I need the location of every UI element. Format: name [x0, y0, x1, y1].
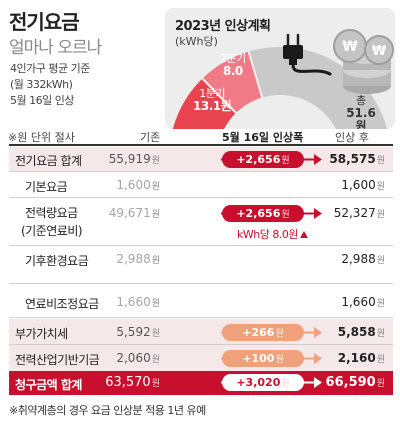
row-label: 전기요금 합계 — [15, 154, 82, 168]
q1-value: 13.1원 — [193, 99, 232, 113]
table-top-rule — [9, 144, 393, 146]
table-row: 전력산업기반기금 2,060원 +100원 2,160원 — [9, 345, 393, 371]
increase-badge: +2,656원 — [222, 151, 304, 168]
row-before-value: 1,600원 — [116, 178, 160, 192]
row-after-value: 2,988원 — [341, 252, 385, 266]
row-before-value: 55,919원 — [108, 152, 160, 166]
plan-unit: (kWh당) — [175, 35, 218, 48]
unit-note: ※원 단위 절사 — [8, 131, 75, 144]
total-increase-badge: +3,020원 — [222, 374, 304, 391]
total-segment-label: 총 51.6원 — [345, 94, 377, 129]
row-label: 기후환경요금 — [25, 254, 89, 268]
footnote: ※취약계층의 경우 요금 인상분 적용 1년 유예 — [9, 404, 206, 417]
row-before-value: 2,060원 — [116, 351, 160, 365]
table-row: 전력량요금 (기준연료비) 49,671원 +2,656원 kWh당 8.0원 … — [9, 198, 393, 246]
page-title: 전기요금 — [9, 10, 80, 34]
basis-line: (월 332kWh) — [10, 78, 73, 91]
q2-value: 8.0 — [222, 64, 243, 78]
q1-label: 1분기 — [199, 87, 225, 100]
table-row: 부가가치세 5,592원 +266원 5,858원 — [9, 319, 393, 345]
table-row: 연료비조정요금 1,660원 1,660원 — [9, 284, 393, 318]
total-value: 51.6원 — [346, 106, 376, 130]
row-after-value: 2,160원 — [337, 351, 385, 365]
increase-plan-panel: ₩ ₩ 2023년 인상계획 (kWh당) 1분기 13.1원 2분기 8.0 … — [165, 8, 395, 129]
total-row: 청구금액 합계 63,570원 +3,020원 66,590원 — [9, 371, 393, 395]
total-after-value: 66,590원 — [325, 375, 385, 390]
q2-segment-label: 2분기 8.0 — [220, 52, 246, 78]
row-after-value: 1,600원 — [341, 178, 385, 192]
row-label: 연료비조정요금 — [25, 297, 99, 311]
q1-segment-label: 1분기 13.1원 — [193, 87, 232, 113]
row-after-value: 5,858원 — [337, 325, 385, 339]
row-after-value: 58,575원 — [329, 152, 385, 166]
up-arrow-icon — [299, 231, 308, 238]
basis-line: 5월 16일 인상 — [10, 94, 74, 107]
donut-segment-remaining — [247, 45, 390, 129]
increase-badge: +266원 — [222, 324, 304, 341]
plan-donut-chart: ₩ ₩ — [170, 29, 394, 129]
row-after-value: 1,660원 — [341, 295, 385, 309]
col-header-increase: 5월 16일 인상폭 — [222, 131, 304, 144]
plan-title: 2023년 인상계획 — [175, 19, 271, 34]
table-row: 기후환경요금 2,988원 2,988원 — [9, 246, 393, 284]
rate-note: kWh당 8.0원 — [237, 226, 308, 242]
row-label: 전력량요금 — [25, 206, 78, 220]
table-row: 전기요금 합계 55,919원 +2,656원 58,575원 — [9, 147, 393, 172]
row-before-value: 2,988원 — [116, 252, 160, 266]
increase-badge: +100원 — [222, 350, 304, 367]
col-header-after: 인상 후 — [335, 131, 369, 144]
basis-note: 4인가구 평균 기준 (월 332kWh) 5월 16일 인상 — [10, 61, 90, 109]
page-subtitle: 얼마나 오르나 — [9, 38, 102, 58]
plug-icon — [283, 33, 332, 76]
svg-text:₩: ₩ — [342, 39, 358, 55]
row-label: 부가가치세 — [15, 327, 68, 341]
total-row-label: 청구금액 합계 — [15, 378, 82, 392]
row-before-value: 49,671원 — [108, 206, 160, 220]
increase-badge: +2,656원 — [222, 205, 304, 222]
row-after-value: 52,327원 — [333, 206, 385, 220]
row-label: 기본요금 — [25, 180, 68, 194]
row-before-value: 1,660원 — [116, 295, 160, 309]
q2-label: 2분기 — [220, 52, 246, 65]
svg-text:₩: ₩ — [372, 44, 387, 59]
row-before-value: 5,592원 — [116, 325, 160, 339]
basis-line: 4인가구 평균 기준 — [10, 62, 90, 75]
row-label: 전력산업기반기금 — [15, 353, 100, 367]
coins-icon: ₩ ₩ — [333, 29, 394, 94]
total-before-value: 63,570원 — [105, 375, 160, 390]
total-label: 총 — [355, 94, 367, 107]
row-sublabel: (기준연료비) — [21, 224, 83, 238]
table-row: 기본요금 1,600원 1,600원 — [9, 172, 393, 198]
col-header-before: 기존 — [140, 131, 161, 144]
